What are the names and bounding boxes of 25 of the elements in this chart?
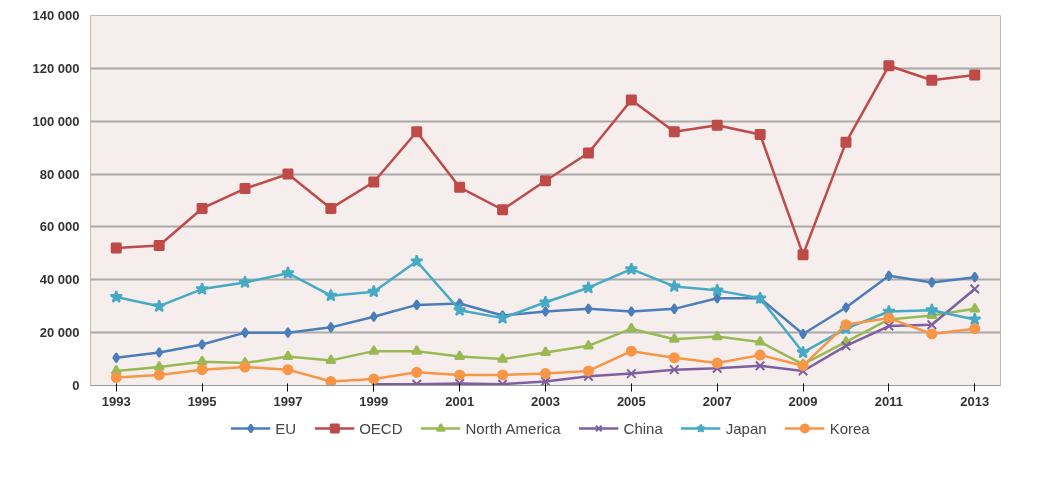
y-tick-label: 60 000 xyxy=(39,219,80,235)
x-tick-label: 2011 xyxy=(874,393,903,409)
y-tick-label: 0 xyxy=(72,378,80,393)
x-tick-label: 1999 xyxy=(359,393,389,409)
x-tick-label: 2009 xyxy=(788,393,818,409)
y-tick-label: 40 000 xyxy=(39,272,80,288)
x-tick-label: 2003 xyxy=(531,393,560,409)
y-tick-label: 20 000 xyxy=(39,325,80,341)
x-tick-label: 1995 xyxy=(187,393,217,409)
y-tick-label: 120 000 xyxy=(32,60,80,76)
legend-label: Japan xyxy=(725,419,767,437)
y-tick-label: 80 000 xyxy=(39,166,80,182)
x-tick-label: 1997 xyxy=(273,393,303,409)
x-tick-label: 2001 xyxy=(445,393,475,409)
x-tick-label: 2007 xyxy=(702,393,732,409)
y-tick-label: 140 000 xyxy=(32,8,80,23)
y-tick-label: 100 000 xyxy=(32,113,80,129)
legend-label: China xyxy=(623,419,663,437)
legend-label: EU xyxy=(275,419,297,437)
legend-label: North America xyxy=(465,419,561,437)
x-tick-label: 2013 xyxy=(960,393,990,409)
x-tick-label: 1993 xyxy=(101,393,131,409)
legend-label: OECD xyxy=(359,419,403,437)
x-tick-label: 2005 xyxy=(616,393,646,409)
legend-label: Korea xyxy=(829,419,870,437)
